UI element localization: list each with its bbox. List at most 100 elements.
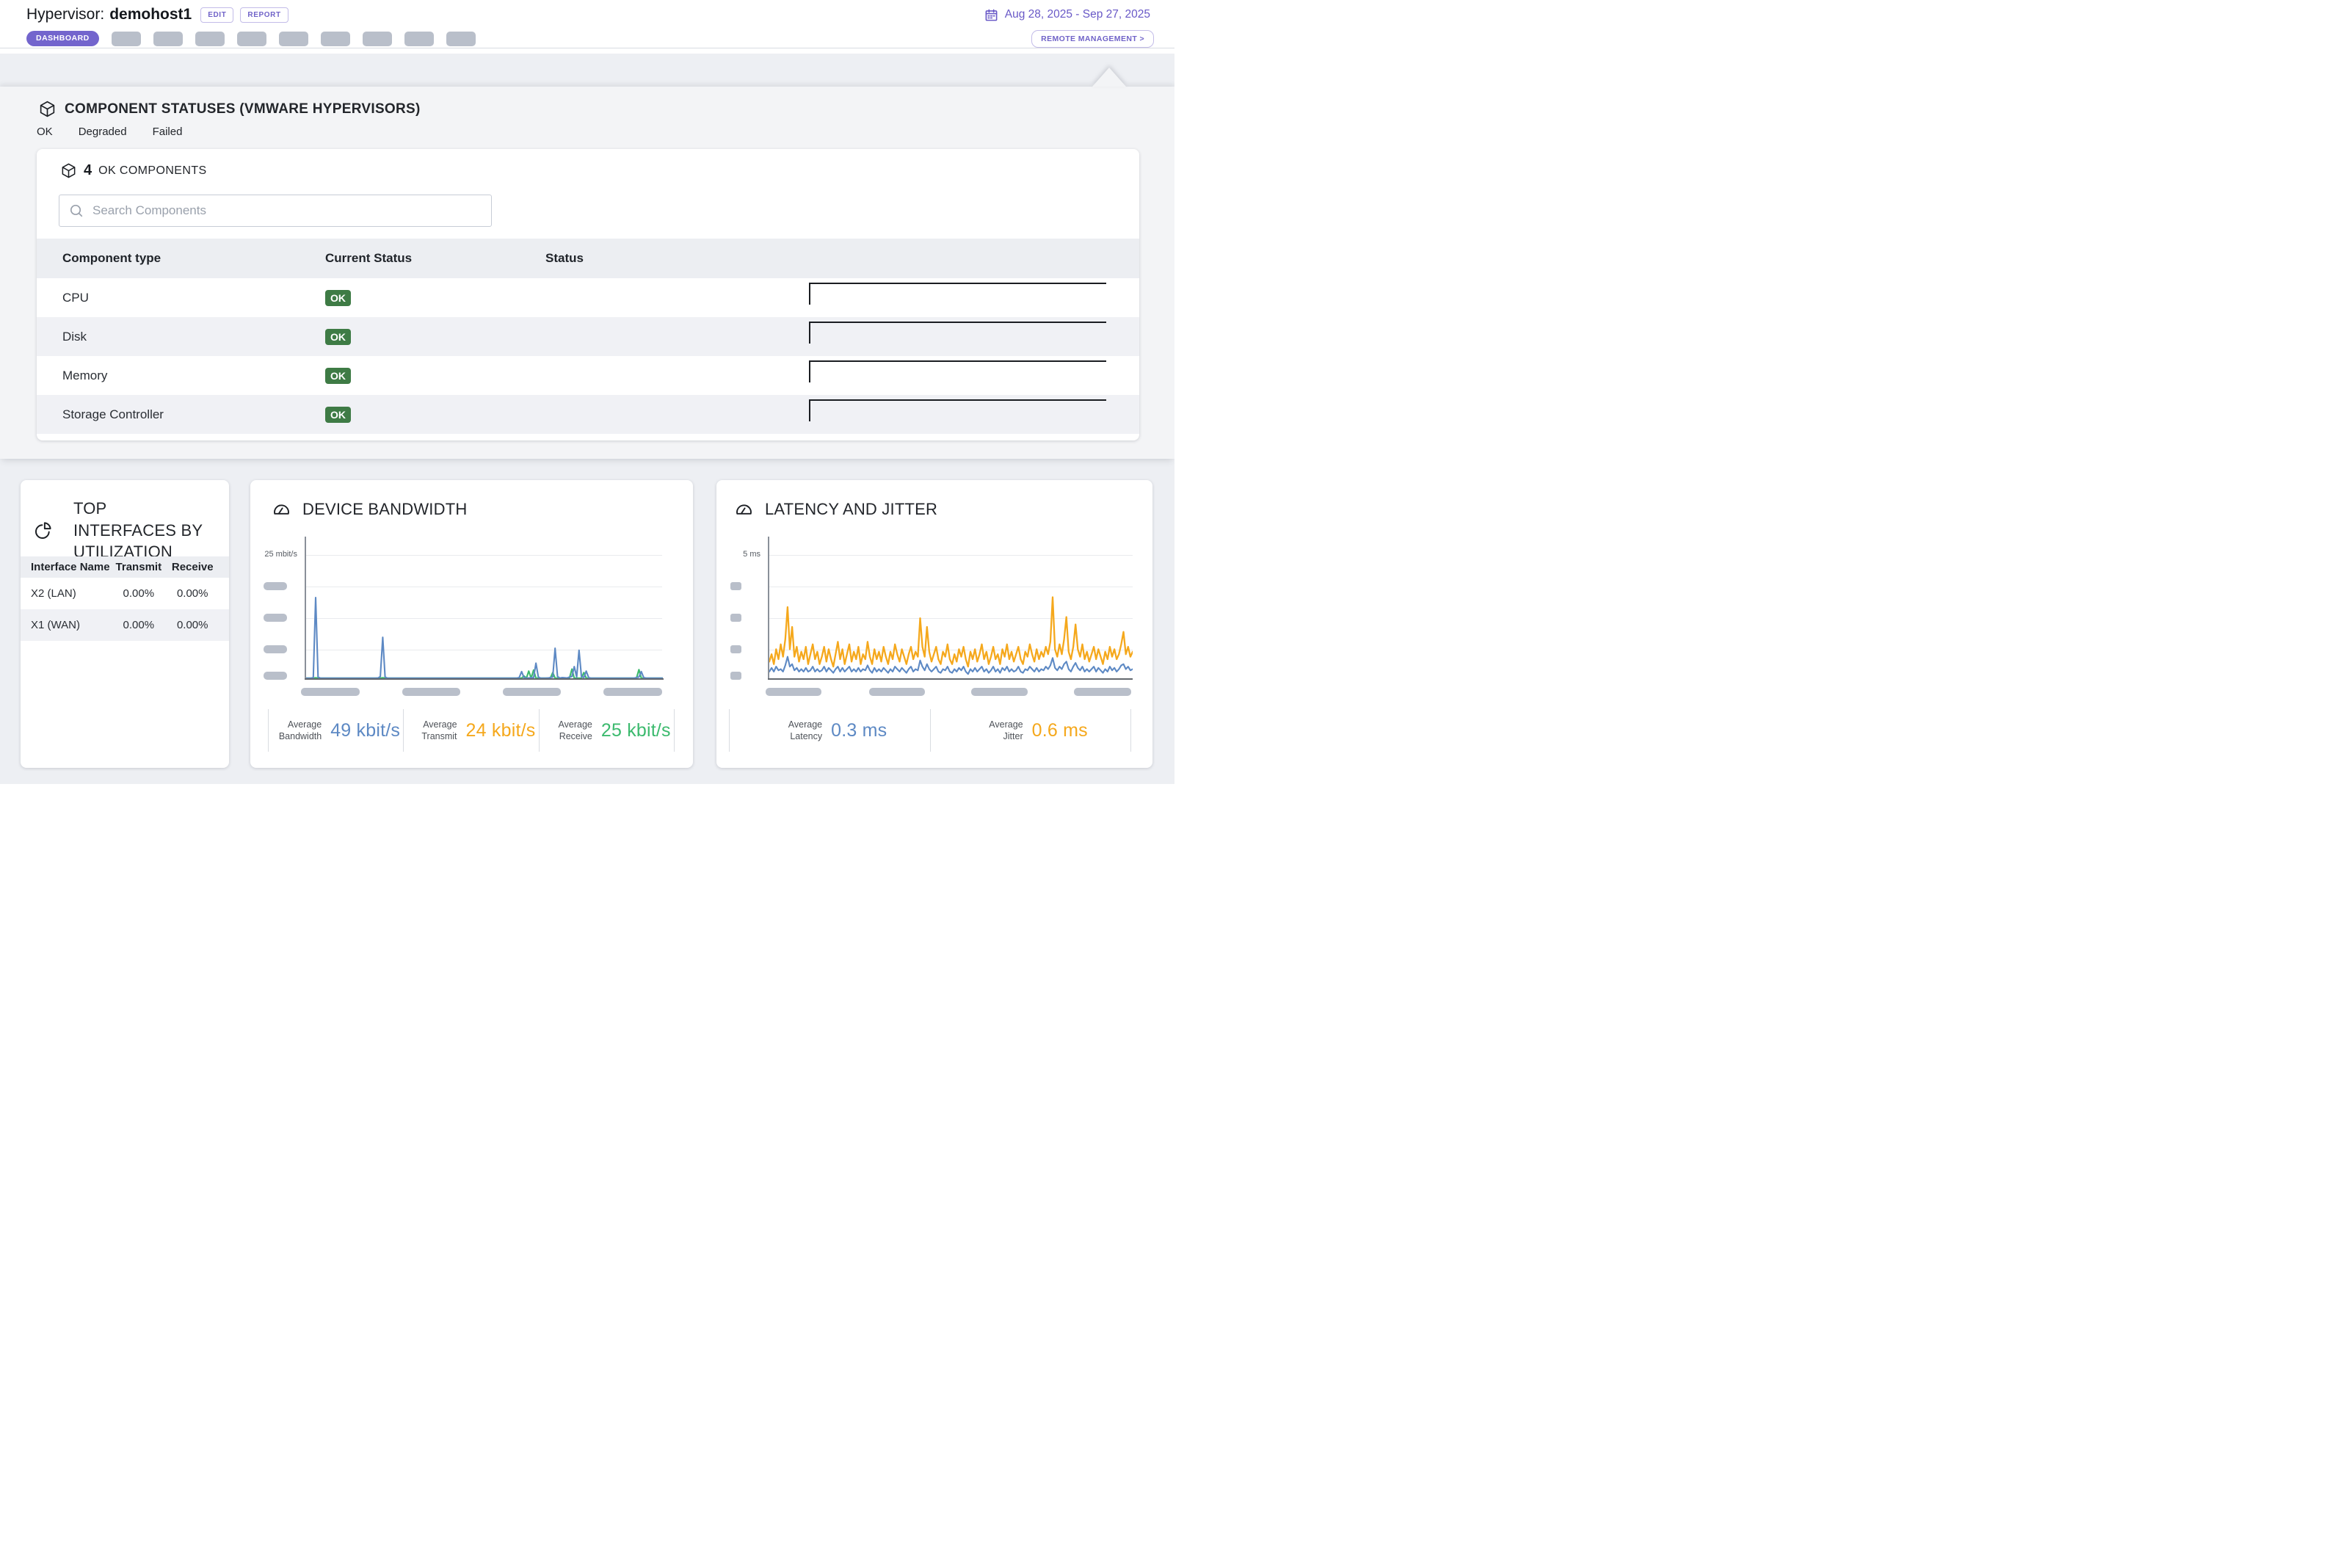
ok-components-count: 4 [84, 162, 92, 178]
column-interface-name: Interface Name [31, 561, 110, 573]
search-components-box[interactable] [59, 195, 492, 227]
table-row-cpu[interactable]: CPU OK [37, 278, 1139, 317]
bandwidth-x-axis [305, 678, 664, 680]
components-table-header: Component type Current Status Status [37, 239, 1139, 278]
column-current-status: Current Status [325, 251, 413, 265]
top-interfaces-card: TOP INTERFACES BY UTILIZATION Interface … [21, 480, 229, 768]
tab-dashboard[interactable]: DASHBOARD [26, 31, 99, 46]
gauge-icon [736, 504, 752, 515]
latency-x-axis [768, 678, 1133, 680]
latency-y-axis [768, 537, 769, 679]
top-interfaces-header: TOP INTERFACES BY UTILIZATION [33, 498, 213, 563]
average-transmit-stat: Average Transmit 24 kbit/s [403, 709, 538, 752]
column-component-type: Component type [62, 251, 161, 265]
filter-ok[interactable]: OK [37, 126, 53, 138]
skeleton-y-tick [730, 582, 741, 590]
average-latency-stat: Average Latency 0.3 ms [729, 709, 930, 752]
skeleton-x-tick [603, 688, 662, 696]
table-row-memory[interactable]: Memory OK [37, 356, 1139, 395]
date-range-picker[interactable]: Aug 28, 2025 - Sep 27, 2025 [984, 8, 1150, 22]
average-jitter-stat: Average Jitter 0.6 ms [929, 709, 1131, 752]
skeleton-x-tick [869, 688, 925, 696]
tab-skeleton [362, 31, 392, 46]
ok-components-header: 4 OK COMPONENTS [60, 162, 207, 179]
report-button[interactable]: REPORT [240, 7, 288, 23]
ok-components-card: 4 OK COMPONENTS Component type Current S… [37, 149, 1139, 440]
tab-skeleton [404, 31, 434, 46]
status-badge: OK [325, 289, 351, 306]
device-bandwidth-header: DEVICE BANDWIDTH [272, 499, 467, 519]
component-type-cell: Storage Controller [62, 407, 164, 421]
section-header: COMPONENT STATUSES (VMWARE HYPERVISORS) [38, 100, 421, 118]
skeleton-y-tick [264, 645, 287, 653]
table-row-disk[interactable]: Disk OK [37, 317, 1139, 356]
latency-y-axis-label: 5 ms [743, 550, 760, 559]
component-type-cell: Memory [62, 368, 108, 382]
component-type-cell: CPU [62, 290, 89, 305]
latency-jitter-line-chart [769, 596, 1133, 675]
bandwidth-line-chart [306, 597, 663, 679]
skeleton-x-tick [766, 688, 821, 696]
column-transmit: Transmit [115, 561, 162, 573]
top-interfaces-title: TOP INTERFACES BY UTILIZATION [73, 499, 203, 562]
status-badge: OK [325, 367, 351, 384]
column-status: Status [545, 251, 584, 265]
interface-name-cell: X1 (WAN) [31, 619, 80, 631]
status-filters: OK Degraded Failed [37, 126, 182, 138]
tab-skeleton [320, 31, 350, 46]
hostname: demohost1 [109, 6, 192, 23]
status-sparkline [809, 322, 1106, 344]
panel-notch [1092, 68, 1126, 87]
tab-skeletons [111, 31, 476, 46]
component-type-cell: Disk [62, 329, 87, 344]
status-badge: OK [325, 406, 351, 423]
interfaces-table-header: Interface Name Transmit Receive [21, 556, 229, 578]
receive-cell: 0.00% [176, 587, 208, 600]
average-receive-stat: Average Receive 25 kbit/s [538, 709, 675, 752]
pie-chart-icon [35, 521, 51, 539]
latency-jitter-stats: Average Latency 0.3 ms Average Jitter 0.… [729, 709, 1131, 752]
hypervisor-dashboard-page: Hypervisor: demohost1 EDIT REPORT Aug 28… [0, 0, 1174, 784]
calendar-icon [985, 9, 998, 21]
latency-jitter-card: LATENCY AND JITTER 5 ms Average Latency … [716, 480, 1152, 768]
column-receive: Receive [171, 561, 214, 573]
skeleton-x-tick [503, 688, 561, 696]
edit-button[interactable]: EDIT [200, 7, 234, 23]
table-row-storage-controller[interactable]: Storage Controller OK [37, 395, 1139, 434]
section-title: COMPONENT STATUSES (VMWARE HYPERVISORS) [65, 101, 421, 117]
average-bandwidth-stat: Average Bandwidth 49 kbit/s [268, 709, 403, 752]
ok-components-label: OK COMPONENTS [98, 164, 207, 177]
page-title: Hypervisor: demohost1 [26, 6, 192, 23]
component-statuses-panel: COMPONENT STATUSES (VMWARE HYPERVISORS) … [0, 68, 1174, 459]
skeleton-y-tick [264, 582, 287, 590]
remote-management-button[interactable]: REMOTE MANAGEMENT > [1031, 29, 1154, 48]
search-components-input[interactable] [91, 203, 491, 219]
cube-icon [40, 101, 55, 117]
transmit-cell: 0.00% [123, 619, 155, 631]
cube-icon [62, 163, 76, 178]
latency-jitter-header: LATENCY AND JITTER [734, 499, 937, 519]
interface-row-x1-wan[interactable]: X1 (WAN) 0.00% 0.00% [21, 609, 229, 641]
tab-skeleton [153, 31, 183, 46]
skeleton-x-tick [301, 688, 360, 696]
skeleton-y-tick [264, 614, 287, 622]
status-sparkline [809, 360, 1106, 382]
tab-skeleton [446, 31, 476, 46]
filter-degraded[interactable]: Degraded [78, 126, 127, 138]
skeleton-y-tick [730, 672, 741, 680]
skeleton-y-tick [730, 645, 741, 653]
interface-name-cell: X2 (LAN) [31, 587, 76, 600]
device-bandwidth-title: DEVICE BANDWIDTH [302, 499, 468, 518]
page-title-prefix: Hypervisor: [26, 6, 105, 23]
skeleton-y-tick [730, 614, 741, 622]
tab-skeleton [195, 31, 225, 46]
date-range-label: Aug 28, 2025 - Sep 27, 2025 [1004, 8, 1150, 21]
bandwidth-y-axis [305, 537, 306, 679]
status-badge: OK [325, 328, 351, 345]
tab-skeleton [278, 31, 308, 46]
interface-row-x2-lan[interactable]: X2 (LAN) 0.00% 0.00% [21, 578, 229, 609]
skeleton-x-tick [971, 688, 1028, 696]
filter-failed[interactable]: Failed [152, 126, 183, 138]
interfaces-table: Interface Name Transmit Receive X2 (LAN)… [21, 556, 229, 641]
transmit-cell: 0.00% [123, 587, 155, 600]
